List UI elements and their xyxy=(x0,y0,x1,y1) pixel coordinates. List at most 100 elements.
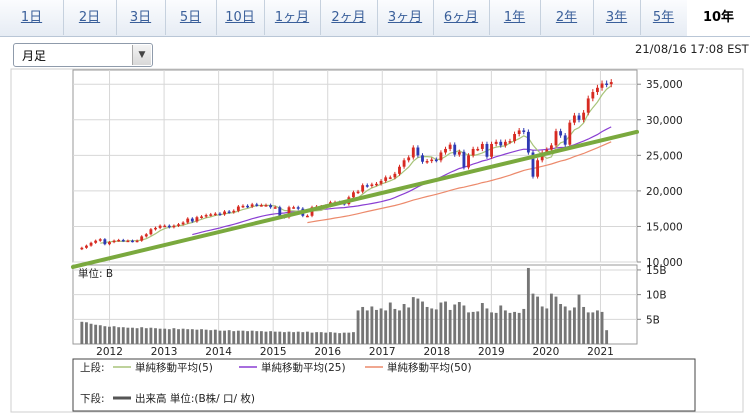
volume-bar xyxy=(310,332,314,344)
chevron-down-icon[interactable]: ▼ xyxy=(132,45,151,65)
volume-tick-label: 10B xyxy=(646,290,667,302)
candle xyxy=(103,239,107,245)
volume-bar xyxy=(108,326,111,344)
tab-4[interactable]: 10日 xyxy=(216,0,265,35)
volume-bar xyxy=(163,328,167,344)
period-select[interactable]: 月足 ▼ xyxy=(13,43,153,67)
volume-bar xyxy=(278,331,282,344)
candle xyxy=(577,115,581,120)
volume-bar xyxy=(338,333,342,344)
tab-0[interactable]: 1日 xyxy=(0,0,64,35)
candle xyxy=(591,92,595,99)
volume-bar xyxy=(264,331,268,344)
volume-bar xyxy=(559,304,563,344)
volume-bar xyxy=(103,326,107,344)
candle xyxy=(131,240,134,243)
volume-bar xyxy=(554,296,558,344)
candle xyxy=(85,245,88,248)
candle xyxy=(549,145,553,150)
volume-bar xyxy=(117,327,121,344)
period-tabs: 1日 2日 3日 5日 10日 1ヶ月 2ヶ月 3ヶ月 6ヶ月 1年 2年 3年 5年 10年 xyxy=(0,0,750,37)
tab-13[interactable]: 10年 xyxy=(687,0,750,36)
tab-5[interactable]: 1ヶ月 xyxy=(264,0,321,35)
volume-bar xyxy=(365,310,369,344)
volume-bar xyxy=(591,312,595,344)
sma25-line xyxy=(192,126,612,236)
candle xyxy=(536,160,540,177)
volume-bar xyxy=(388,302,392,344)
volume-bar xyxy=(259,331,263,344)
tab-label: 2日 xyxy=(78,10,101,25)
volume-bar xyxy=(596,310,599,344)
volume-bar xyxy=(89,323,93,344)
volume-bar xyxy=(352,332,355,344)
legend-upper-label: 上段: xyxy=(80,361,105,374)
volume-bar xyxy=(112,326,116,344)
volume-bar xyxy=(402,304,406,344)
tab-2[interactable]: 3日 xyxy=(116,0,166,35)
volume-bar xyxy=(80,321,84,344)
volume-tick-label: 5B xyxy=(646,314,660,326)
candle xyxy=(278,207,282,216)
candle xyxy=(356,191,360,194)
volume-bar xyxy=(407,307,411,344)
volume-bar xyxy=(421,301,424,344)
volume-unit-label: 単位: B xyxy=(78,267,113,280)
tab-6[interactable]: 2ヶ月 xyxy=(320,0,378,35)
volume-bar xyxy=(177,329,180,344)
tab-9[interactable]: 1年 xyxy=(489,0,541,35)
volume-bar xyxy=(398,310,401,344)
volume-bar xyxy=(531,293,535,344)
candle xyxy=(375,183,378,186)
volume-bar xyxy=(448,309,452,344)
volume-bar xyxy=(522,308,526,344)
volume-bar xyxy=(444,301,447,344)
volume-bars xyxy=(80,267,609,344)
candle xyxy=(379,180,383,184)
candle xyxy=(453,144,457,155)
volume-bar xyxy=(526,267,530,344)
volume-bar xyxy=(213,329,217,344)
volume-bar xyxy=(241,330,245,344)
volume-bar xyxy=(204,329,208,344)
candle xyxy=(126,240,130,243)
candle xyxy=(140,236,144,241)
volume-bar xyxy=(467,312,470,344)
volume-tick-label: 15B xyxy=(646,265,667,277)
candle xyxy=(287,207,291,218)
volume-bar xyxy=(144,328,148,344)
candle xyxy=(586,98,590,113)
volume-bar xyxy=(356,310,360,344)
volume-bar xyxy=(94,324,98,344)
volume-bar xyxy=(439,302,443,344)
volume-bar xyxy=(181,328,185,344)
volume-bar xyxy=(333,332,337,344)
volume-bar xyxy=(416,298,420,344)
volume-bar xyxy=(172,328,176,344)
candle xyxy=(232,210,236,213)
volume-bar xyxy=(85,322,88,344)
year-label: 2014 xyxy=(205,346,232,358)
tab-11[interactable]: 3年 xyxy=(593,0,641,35)
tab-8[interactable]: 6ヶ月 xyxy=(433,0,490,35)
tab-3[interactable]: 5日 xyxy=(165,0,217,35)
volume-bar xyxy=(186,329,190,344)
tab-10[interactable]: 2年 xyxy=(540,0,594,35)
volume-bar xyxy=(98,325,102,344)
candle xyxy=(485,143,489,157)
price-tick-label: 15,000 xyxy=(646,221,683,233)
tab-7[interactable]: 3ヶ月 xyxy=(377,0,434,35)
candle xyxy=(241,205,245,208)
candle xyxy=(149,229,153,235)
candle xyxy=(370,184,374,186)
year-label: 2013 xyxy=(151,346,178,358)
tab-1[interactable]: 2日 xyxy=(63,0,117,35)
volume-bar xyxy=(471,311,475,344)
tab-label: 2ヶ月 xyxy=(331,10,366,25)
candle xyxy=(572,115,576,123)
year-label: 2021 xyxy=(587,346,614,358)
volume-bar xyxy=(545,308,549,344)
candle xyxy=(158,225,162,228)
tab-label: 2年 xyxy=(555,10,578,25)
volume-bar xyxy=(131,327,134,344)
